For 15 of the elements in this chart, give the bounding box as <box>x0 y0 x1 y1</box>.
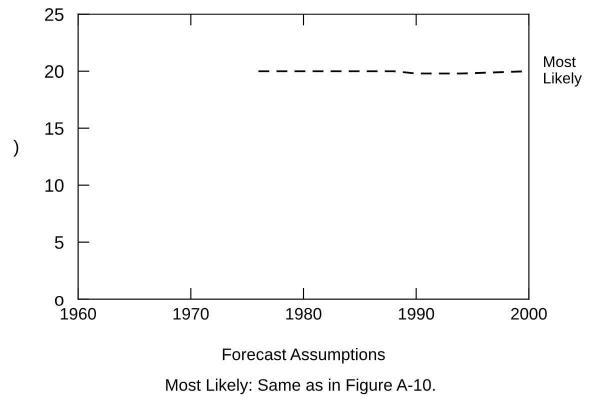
x-tick-label: 1970 <box>174 308 209 320</box>
x-tick-label: 1980 <box>286 308 322 320</box>
y-tick-label: 5 <box>54 236 64 249</box>
x-tick-label: 2000 <box>511 308 547 320</box>
x-axis-title: Forecast Assumptions <box>222 348 385 364</box>
y-tick-label: 25 <box>45 8 64 21</box>
series-label: Most Likely <box>544 56 582 87</box>
y-tick-label: 10 <box>46 179 64 192</box>
y-tick-label: 15 <box>46 122 64 135</box>
text: Most Likely: Same as in Figure A-10. <box>166 378 435 394</box>
y-tick-label: o <box>54 296 64 306</box>
y-tick-label: 20 <box>45 65 64 78</box>
x-tick-label: 1960 <box>60 308 96 320</box>
x-tick-label: 1990 <box>398 308 434 320</box>
y-axis-title: ) <box>13 140 18 157</box>
